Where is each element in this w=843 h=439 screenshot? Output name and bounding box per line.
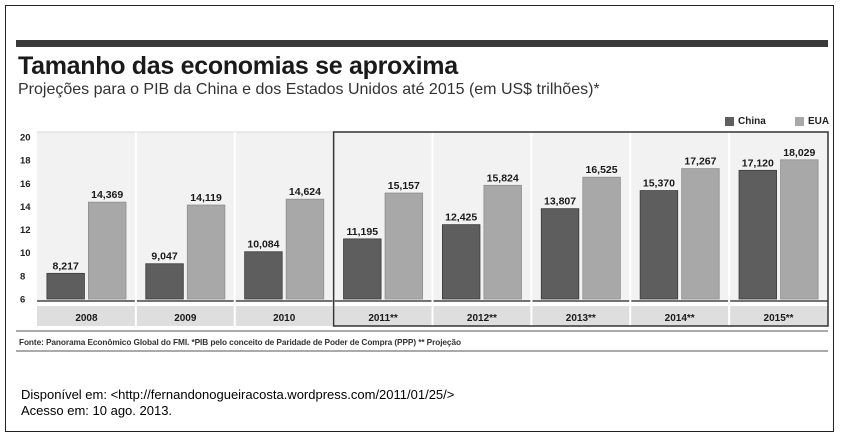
bar-eua [186,204,226,300]
bar-china [738,169,777,300]
data-label-eua: 16,525 [586,164,618,176]
legend-eua: EUA [795,116,829,127]
bar-china [343,238,382,300]
data-label-eua: 15,157 [388,180,420,192]
x-category-label: 2008 [75,313,98,324]
projection-box [332,131,829,327]
bar-eua [285,198,325,300]
legend-eua-swatch [795,117,804,126]
data-label-china: 13,807 [544,196,576,208]
x-category-label: 2011** [368,313,398,324]
x-category-label: 2015** [764,313,794,324]
title-rule [16,40,828,47]
legend-eua-label: EUA [808,116,830,127]
data-label-eua: 14,369 [91,189,123,201]
bar-china [244,251,283,300]
figure-frame [5,5,834,432]
data-label-china: 15,370 [643,178,675,190]
legend-china-label: China [738,116,766,127]
bar-china [540,208,580,300]
credit-access-date: Acesso em: 10 ago. 2013. [21,403,173,418]
data-label-eua: 15,824 [487,172,519,184]
x-category-label: 2009 [174,313,197,324]
x-category-label: 2010 [273,313,296,324]
bar-eua [384,192,424,300]
chart-title: Tamanho das economias se aproxima [18,52,458,80]
bar-eua [88,201,127,300]
bar-china [145,263,184,300]
y-tick-label: 20 [20,133,31,144]
y-tick-label: 10 [20,248,31,259]
data-label-china: 10,084 [247,239,279,251]
data-label-china: 11,195 [347,226,379,238]
y-tick-label: 8 [20,271,25,282]
data-label-eua: 17,267 [684,156,716,168]
bar-eua [582,176,621,300]
bar-china [46,272,85,300]
bar-china [441,224,481,300]
credit-block: Disponível em: <http://fernandonogueirac… [21,387,454,419]
data-label-china: 17,120 [742,157,774,169]
y-tick-label: 6 [20,295,25,306]
data-label-china: 9,047 [151,251,177,263]
bar-china [639,190,679,300]
legend-china: China [725,116,766,127]
x-category-label: 2014** [665,313,695,324]
y-tick-label: 14 [20,202,31,213]
chart-source-note: Fonte: Panorama Econômico Global do FMI.… [19,337,461,347]
data-label-china: 8,217 [53,260,79,272]
x-category-label: 2013** [566,313,596,324]
x-category-label: 2012** [467,313,497,324]
bar-eua [483,184,522,300]
data-label-eua: 18,029 [783,147,815,159]
legend-china-swatch [725,117,734,126]
chart-subtitle: Projeções para o PIB da China e dos Esta… [18,81,600,98]
credit-url: Disponível em: <http://fernandonogueirac… [21,387,455,402]
data-label-china: 12,425 [445,212,477,224]
y-tick-label: 16 [20,179,31,190]
y-tick-label: 18 [20,156,31,167]
data-label-eua: 14,119 [190,192,222,204]
bar-eua [681,168,720,300]
y-tick-label: 12 [20,225,31,236]
data-label-eua: 14,624 [289,186,321,198]
bar-eua [780,159,819,300]
